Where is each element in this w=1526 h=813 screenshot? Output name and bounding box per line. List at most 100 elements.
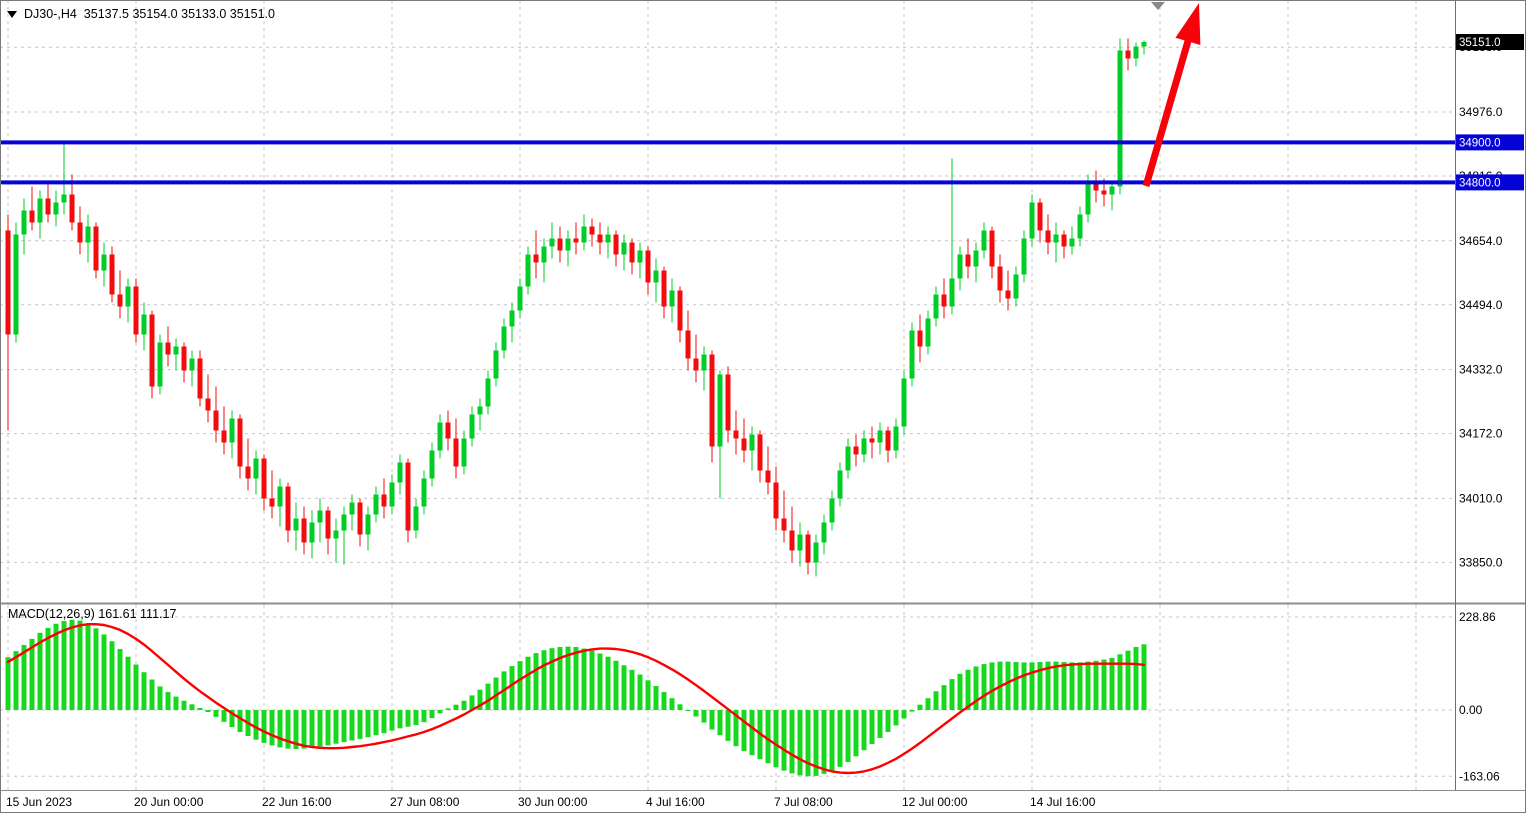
candle-body	[61, 194, 67, 203]
candle-body	[901, 378, 907, 427]
price-pane[interactable]	[5, 38, 1147, 577]
candle-body	[13, 234, 19, 335]
trend-arrow-shaft[interactable]	[1142, 40, 1192, 187]
candle-body	[421, 478, 427, 507]
macd-histogram-bar	[1141, 644, 1147, 710]
macd-histogram-bar	[669, 698, 675, 710]
candle-body	[685, 330, 691, 359]
support-resistance-line[interactable]	[0, 180, 1455, 185]
time-tick-label: 12 Jul 00:00	[902, 795, 968, 809]
macd-histogram-bar	[701, 710, 707, 723]
candle-body	[845, 446, 851, 471]
macd-histogram-bar	[877, 710, 883, 738]
indicator-tick-label: -163.06	[1459, 769, 1500, 783]
candle-body	[789, 530, 795, 551]
candle-body	[965, 254, 971, 267]
candle-body	[765, 470, 771, 483]
symbol-marker-icon[interactable]	[7, 10, 17, 18]
candle-body	[645, 250, 651, 283]
time-axis[interactable]: 15 Jun 2023 20 Jun 00:00 22 Jun 16:00 27 Ju…	[6, 795, 1096, 809]
candle-body	[837, 470, 843, 499]
macd-histogram-bar	[365, 710, 371, 738]
macd-histogram-bar	[53, 623, 59, 710]
macd-histogram-bar	[1053, 661, 1059, 710]
candle-body	[109, 254, 115, 295]
candle-body	[293, 518, 299, 531]
macd-histogram-bar	[197, 708, 203, 710]
candle-body	[349, 502, 355, 515]
macd-histogram-bar	[613, 660, 619, 710]
scroll-end-marker-icon[interactable]	[1151, 2, 1165, 10]
macd-histogram-bar	[85, 623, 91, 710]
candle-body	[221, 430, 227, 443]
candle-body	[933, 294, 939, 319]
time-tick-label: 30 Jun 00:00	[518, 795, 588, 809]
macd-histogram-bar	[1133, 647, 1139, 710]
candle-body	[133, 286, 139, 335]
candle-body	[381, 494, 387, 507]
macd-histogram-bar	[901, 710, 907, 719]
macd-histogram-bar	[285, 710, 291, 749]
price-axis[interactable]: 35138.034976.034816.034654.034494.034332…	[1456, 34, 1524, 783]
candle-body	[669, 290, 675, 307]
candle-body	[413, 506, 419, 531]
macd-histogram-bar	[645, 680, 651, 710]
macd-histogram-bar	[1037, 662, 1043, 710]
macd-histogram-bar	[237, 710, 243, 732]
candle-body	[733, 430, 739, 439]
candle-body	[277, 486, 283, 507]
candle-body	[77, 222, 83, 243]
indicator-name: MACD(12,26,9)	[8, 607, 95, 621]
trend-arrow-head[interactable]	[1175, 3, 1201, 45]
candle-body	[477, 406, 483, 415]
macd-histogram-bar	[989, 662, 995, 710]
macd-histogram-bar	[317, 710, 323, 747]
candle-body	[285, 486, 291, 531]
macd-histogram-bar	[277, 710, 283, 748]
macd-histogram-bar	[621, 665, 627, 710]
macd-histogram-bar	[413, 710, 419, 725]
macd-histogram-bar	[941, 685, 947, 710]
last-price-tag	[1456, 34, 1524, 50]
indicator-label: MACD(12,26,9) 161.61 111.17	[8, 607, 176, 621]
candle-body	[541, 246, 547, 263]
candle-body	[893, 426, 899, 451]
indicator-tick-label: 0.00	[1459, 703, 1483, 717]
macd-histogram-bar	[381, 710, 387, 734]
candle-body	[117, 294, 123, 307]
support-resistance-line[interactable]	[0, 140, 1455, 145]
candle-body	[565, 238, 571, 251]
macd-histogram-bar	[781, 710, 787, 771]
macd-histogram-bar	[93, 628, 99, 710]
macd-histogram-bar	[797, 710, 803, 776]
macd-histogram-bar	[269, 710, 275, 746]
macd-histogram-bar	[909, 710, 915, 712]
candle-body	[909, 330, 915, 379]
candle-body	[973, 250, 979, 267]
indicator-pane[interactable]	[5, 619, 1147, 777]
macd-histogram-bar	[733, 710, 739, 747]
candle-body	[757, 434, 763, 471]
candle-body	[269, 498, 275, 507]
macd-histogram-bar	[373, 710, 379, 736]
candle-body	[525, 254, 531, 287]
macd-histogram-bar	[957, 673, 963, 710]
candle-body	[941, 294, 947, 307]
macd-histogram-bar	[149, 679, 155, 710]
macd-histogram-bar	[125, 656, 131, 710]
candle-body	[581, 226, 587, 243]
macd-histogram-bar	[397, 710, 403, 729]
candle-body	[981, 230, 987, 251]
macd-histogram-bar	[541, 650, 547, 710]
candle-body	[149, 314, 155, 387]
candle-body	[1069, 238, 1075, 247]
candle-body	[917, 330, 923, 347]
candle-body	[821, 522, 827, 543]
candle-body	[573, 238, 579, 243]
macd-histogram-bar	[845, 710, 851, 762]
candle-body	[85, 226, 91, 243]
macd-histogram-bar	[717, 710, 723, 736]
candle-body	[725, 374, 731, 431]
